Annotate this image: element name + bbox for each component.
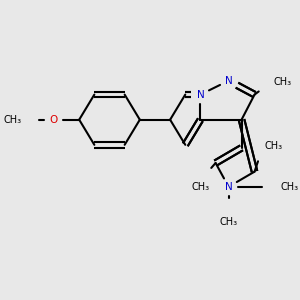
- Text: CH₃: CH₃: [191, 182, 209, 192]
- Text: N: N: [225, 182, 232, 192]
- Text: O: O: [49, 115, 57, 125]
- Text: CH₃: CH₃: [265, 141, 283, 151]
- Text: CH₃: CH₃: [280, 182, 298, 192]
- Text: N: N: [196, 90, 204, 100]
- Text: CH₃: CH₃: [220, 217, 238, 227]
- Text: N: N: [225, 76, 232, 86]
- Text: CH₃: CH₃: [274, 76, 292, 87]
- Text: CH₃: CH₃: [3, 115, 21, 125]
